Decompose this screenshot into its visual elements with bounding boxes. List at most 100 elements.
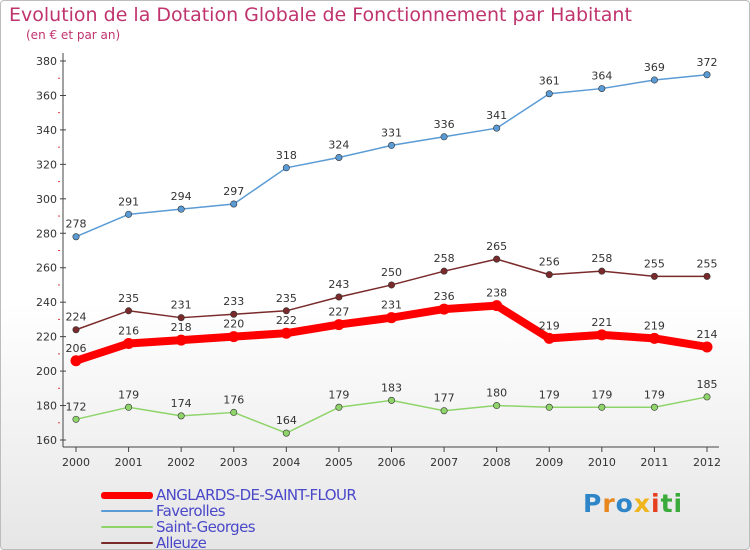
y-tick-label: 380 — [36, 55, 57, 68]
data-label-anglards-de-saint-flour: 214 — [697, 328, 718, 341]
data-point-saint-georges — [650, 403, 658, 411]
x-tick-label: 2007 — [430, 456, 458, 469]
data-point-anglards-de-saint-flour — [648, 332, 660, 344]
y-tick-label: 160 — [36, 434, 57, 447]
data-label-saint-georges: 180 — [486, 387, 507, 400]
data-label-saint-georges: 183 — [381, 381, 402, 394]
logo-letter: P — [583, 489, 603, 518]
y-tick-label: 340 — [36, 124, 57, 137]
data-label-anglards-de-saint-flour: 222 — [276, 314, 297, 327]
data-label-anglards-de-saint-flour: 218 — [171, 321, 192, 334]
legend-swatch — [101, 526, 153, 528]
data-label-anglards-de-saint-flour: 219 — [539, 319, 560, 332]
data-label-anglards-de-saint-flour: 231 — [381, 299, 402, 312]
data-label-faverolles: 278 — [66, 218, 87, 231]
data-label-alleuze: 250 — [381, 266, 402, 279]
legend-swatch — [101, 492, 153, 499]
data-point-anglards-de-saint-flour — [175, 334, 187, 346]
data-point-alleuze — [335, 293, 343, 301]
data-label-saint-georges: 164 — [276, 414, 297, 427]
data-point-alleuze — [650, 272, 658, 280]
data-point-anglards-de-saint-flour — [543, 332, 555, 344]
data-label-saint-georges: 174 — [171, 397, 192, 410]
x-tick-label: 2006 — [378, 456, 406, 469]
data-label-faverolles: 318 — [276, 149, 297, 162]
data-point-saint-georges — [493, 402, 501, 410]
legend-swatch — [101, 510, 153, 512]
x-tick-label: 2001 — [115, 456, 143, 469]
logo-letter: x — [633, 489, 651, 518]
data-label-faverolles: 341 — [486, 109, 507, 122]
data-point-saint-georges — [72, 415, 80, 423]
data-label-alleuze: 258 — [434, 252, 455, 265]
logo-letter: o — [615, 489, 634, 518]
x-tick-label: 2000 — [62, 456, 90, 469]
data-point-alleuze — [545, 271, 553, 279]
data-point-anglards-de-saint-flour — [333, 319, 345, 331]
data-point-alleuze — [493, 255, 501, 263]
x-tick-label: 2008 — [483, 456, 511, 469]
data-point-faverolles — [545, 90, 553, 98]
data-point-saint-georges — [282, 429, 290, 437]
data-point-faverolles — [125, 210, 133, 218]
data-label-anglards-de-saint-flour: 220 — [223, 318, 244, 331]
x-tick-label: 2003 — [220, 456, 248, 469]
y-tick-label: 200 — [36, 365, 57, 378]
proxiti-logo: Proxiti — [583, 489, 683, 518]
data-point-anglards-de-saint-flour — [596, 329, 608, 341]
data-label-saint-georges: 177 — [434, 392, 455, 405]
data-point-saint-georges — [703, 393, 711, 401]
legend-label: ANGLARDS-DE-SAINT-FLOUR — [156, 486, 357, 504]
data-point-faverolles — [230, 200, 238, 208]
data-point-saint-georges — [230, 408, 238, 416]
x-tick-label: 2005 — [325, 456, 353, 469]
data-label-alleuze: 255 — [644, 257, 665, 270]
logo-letter: i — [651, 489, 661, 518]
y-tick-label: 240 — [36, 296, 57, 309]
data-label-faverolles: 336 — [434, 118, 455, 131]
data-label-anglards-de-saint-flour: 216 — [118, 325, 139, 338]
data-point-faverolles — [72, 233, 80, 241]
x-tick-label: 2012 — [693, 456, 721, 469]
legend-swatch — [101, 542, 153, 544]
x-tick-label: 2002 — [167, 456, 195, 469]
series-line-faverolles — [75, 74, 708, 238]
data-label-alleuze: 235 — [276, 292, 297, 305]
data-point-faverolles — [387, 141, 395, 149]
data-point-faverolles — [282, 164, 290, 172]
legend-label: Faverolles — [156, 502, 226, 520]
data-label-anglards-de-saint-flour: 236 — [434, 290, 455, 303]
data-point-alleuze — [230, 310, 238, 318]
data-point-saint-georges — [387, 396, 395, 404]
data-point-faverolles — [177, 205, 185, 213]
data-point-faverolles — [335, 153, 343, 161]
legend-label: Alleuze — [156, 534, 207, 550]
data-point-anglards-de-saint-flour — [701, 341, 713, 353]
data-point-anglards-de-saint-flour — [386, 312, 397, 324]
data-point-alleuze — [440, 267, 448, 275]
y-tick-label: 360 — [36, 89, 57, 102]
data-label-saint-georges: 172 — [66, 400, 87, 413]
data-point-saint-georges — [177, 412, 185, 420]
chart-title: Evolution de la Dotation Globale de Fonc… — [9, 4, 632, 26]
data-point-alleuze — [72, 326, 80, 334]
data-label-anglards-de-saint-flour: 206 — [66, 342, 87, 355]
data-label-faverolles: 364 — [591, 70, 612, 83]
data-label-saint-georges: 179 — [328, 388, 349, 401]
data-label-faverolles: 369 — [644, 61, 665, 74]
y-tick-label: 320 — [36, 158, 57, 171]
data-point-alleuze — [387, 281, 395, 289]
data-label-alleuze: 243 — [328, 278, 349, 291]
data-label-saint-georges: 179 — [591, 388, 612, 401]
data-point-alleuze — [282, 307, 290, 315]
data-label-anglards-de-saint-flour: 219 — [644, 319, 665, 332]
data-label-faverolles: 331 — [381, 126, 402, 139]
data-label-faverolles: 291 — [118, 195, 139, 208]
data-point-anglards-de-saint-flour — [70, 355, 82, 367]
data-label-faverolles: 294 — [171, 190, 192, 203]
data-point-faverolles — [440, 133, 448, 141]
data-label-faverolles: 372 — [697, 56, 718, 69]
data-point-anglards-de-saint-flour — [123, 338, 135, 350]
data-label-alleuze: 224 — [66, 311, 87, 324]
